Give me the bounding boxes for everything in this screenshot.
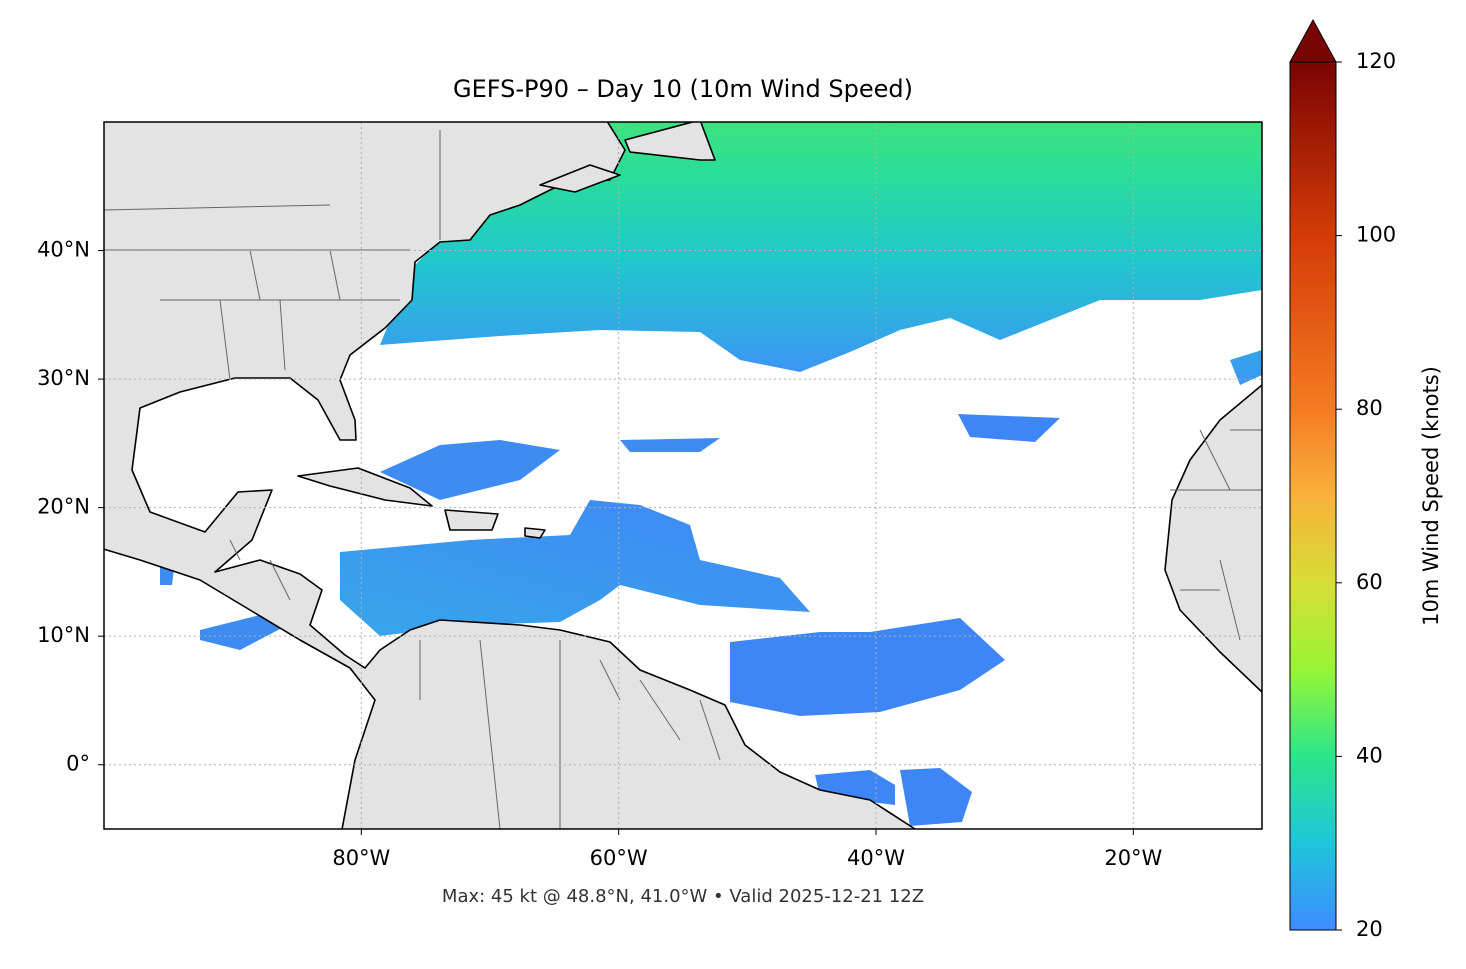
plot-frame [103, 121, 1263, 830]
africa [1164, 383, 1262, 693]
footer: Max: 45 kt @ 48.8°N, 41.0°W • Valid 2025… [442, 886, 924, 907]
y-tick-label: 40°N [37, 238, 90, 262]
x-tick-label: 60°W [590, 846, 648, 870]
y-tick-label: 20°N [37, 495, 90, 519]
y-tick-label: 30°N [37, 366, 90, 390]
y-tick-label: 10°N [37, 623, 90, 647]
cuba [297, 467, 433, 507]
colorbar-tick-label: 20 [1356, 917, 1383, 941]
grid [104, 122, 1262, 829]
north-america [104, 122, 916, 829]
colorbar-tick-label: 60 [1356, 570, 1383, 594]
colorbar-tick-label: 120 [1356, 49, 1396, 73]
x-tick-label: 80°W [332, 846, 390, 870]
x-tick-label: 40°W [847, 846, 905, 870]
chart-title: GEFS-P90 – Day 10 (10m Wind Speed) [453, 75, 913, 103]
y-tick-label: 0° [66, 752, 90, 776]
canada-east [539, 122, 716, 193]
hispaniola [444, 509, 546, 539]
map [104, 122, 1262, 829]
colorbar-tick-label: 40 [1356, 743, 1383, 767]
wind-field [160, 122, 1262, 826]
colorbar [1289, 61, 1337, 931]
borders [104, 130, 1262, 829]
colorbar-label: 10m Wind Speed (knots) [1419, 366, 1443, 626]
colorbar-tick-label: 100 [1356, 223, 1396, 247]
colorbar-tick-label: 80 [1356, 396, 1383, 420]
x-tick-label: 20°W [1104, 846, 1162, 870]
colorbar-extend [1289, 18, 1337, 63]
